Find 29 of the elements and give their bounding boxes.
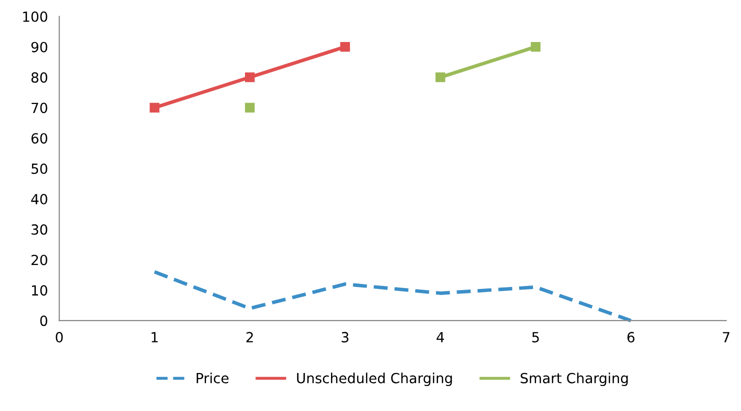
point (244, 102, 255, 113)
line-series (152, 270, 633, 322)
y-tick-label: 20 (32, 254, 48, 266)
x-tick-label: 3 (342, 332, 348, 342)
legend-label: Smart Charging (520, 372, 628, 386)
y-tick-label: 90 (31, 42, 48, 52)
x-tick-label: 6 (627, 332, 634, 342)
y-tick-label: 10 (32, 285, 48, 296)
legend-label: Price (196, 372, 229, 384)
y-tick-label: 50 (32, 163, 48, 174)
y-tick-label: 60 (31, 133, 48, 144)
y-tick-label: 80 (31, 72, 48, 83)
x-tick-label: 4 (436, 332, 444, 342)
point (530, 42, 540, 52)
point (436, 72, 446, 82)
x-tick-label: 1 (152, 332, 158, 342)
point (150, 102, 160, 113)
y-tick-label: 100 (23, 11, 48, 22)
legend-label: Unscheduled Charging (297, 372, 452, 386)
y-tick-label: 40 (31, 194, 48, 204)
x-tick-label: 2 (246, 332, 253, 342)
y-tick-label: 70 (32, 102, 48, 114)
x-tick-label: 5 (532, 332, 539, 342)
point (340, 42, 350, 52)
x-tick-label: 0 (56, 332, 63, 342)
y-tick-label: 30 (32, 224, 48, 235)
x-tick-label: 7 (722, 332, 730, 342)
y-tick-label: 0 (40, 316, 48, 326)
point (244, 72, 255, 82)
